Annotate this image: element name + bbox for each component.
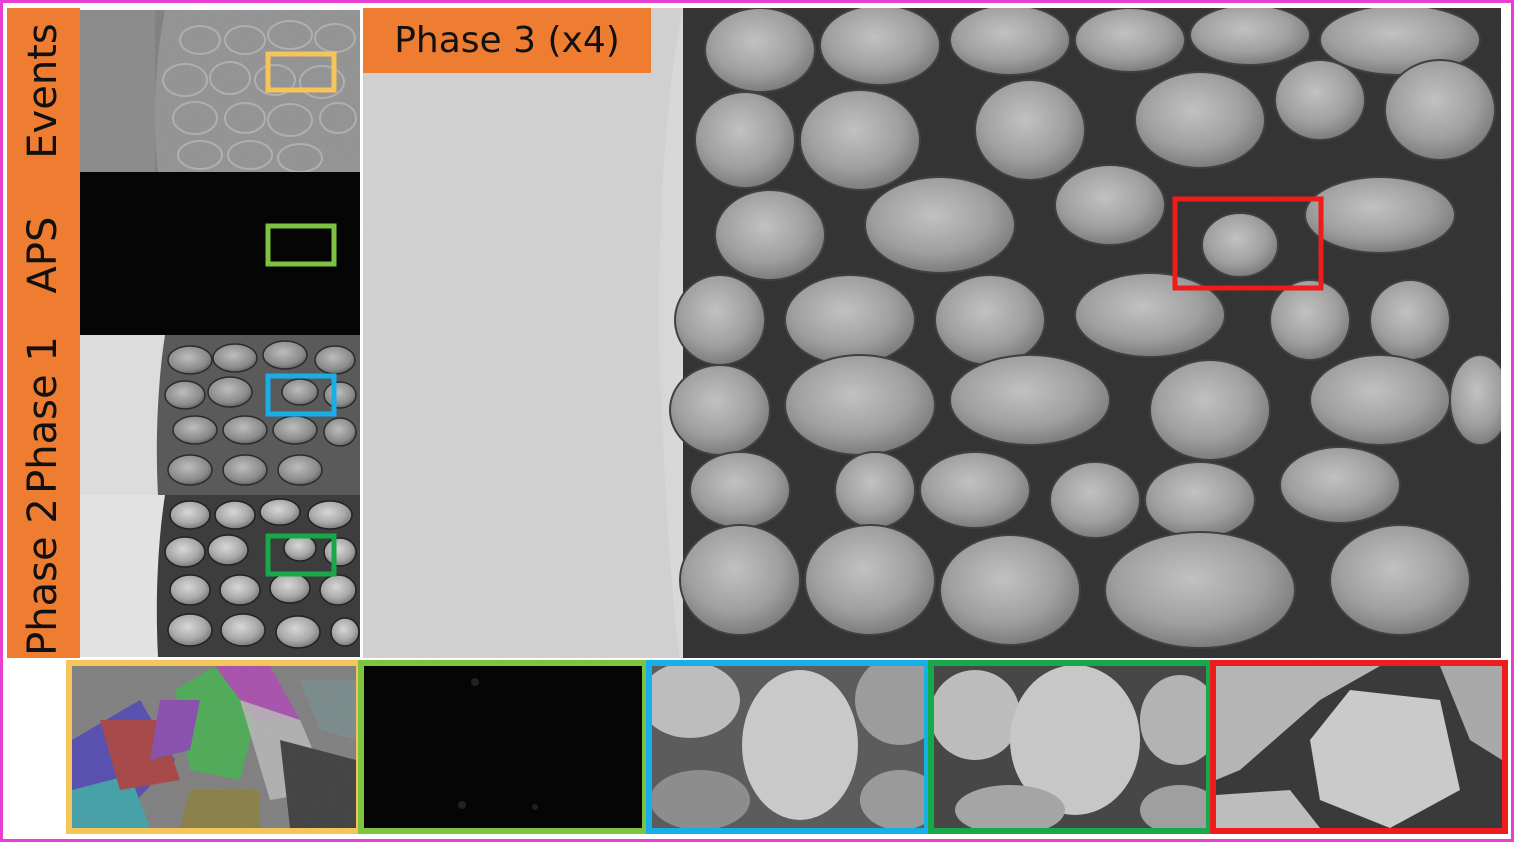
row-label-phase2: Phase 2 [20,498,66,656]
aps-zoom-dot [471,678,479,686]
phase1-image [80,335,360,495]
phase3-zoom-image [1216,666,1502,828]
events-image [80,10,360,172]
row-label-events: Events [20,23,66,159]
phase3-zoom-frame [1210,660,1508,834]
aps-zoom-dot [532,804,538,810]
phase2-roi-box [265,533,337,577]
phase1-zoom-frame [646,660,930,834]
phase1-zoom-image [652,666,924,828]
phase1-roi-box [265,373,337,417]
row-label-column [7,8,80,658]
aps-zoom-frame [358,660,648,834]
aps-zoom-dot [458,801,466,809]
phase3-roi-box [1172,196,1324,291]
phase2-zoom-frame [928,660,1212,834]
events-zoom-image [72,666,356,828]
aps-roi-box [265,223,337,267]
row-label-aps: APS [20,216,66,294]
phase2-zoom-image [934,666,1206,828]
phase3-image [363,8,1501,658]
phase3-title: Phase 3 (x4) [363,8,651,73]
aps-image [80,172,360,335]
events-roi-box [265,51,337,93]
aps-zoom-image [363,666,643,828]
